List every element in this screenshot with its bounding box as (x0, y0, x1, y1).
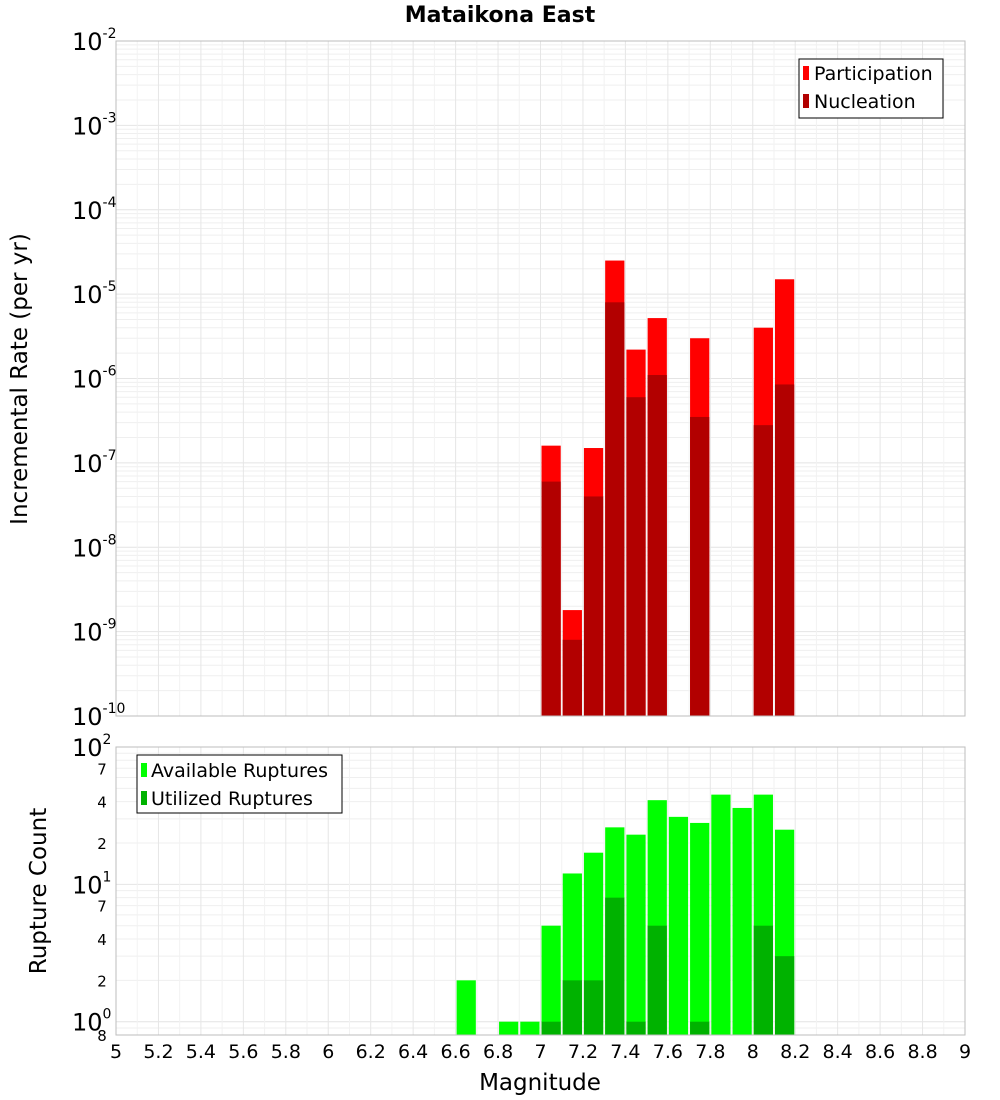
rate-y-tick-label: 10-4 (72, 195, 117, 225)
x-tick-label: 5 (110, 1041, 122, 1063)
x-tick-label: 8 (747, 1041, 759, 1063)
x-tick-label: 7 (534, 1041, 546, 1063)
count-bar-utilized-ruptures (647, 925, 667, 1035)
x-axis-label: Magnitude (479, 1070, 601, 1096)
count-bar-available-ruptures (626, 834, 646, 1035)
rate-y-tick-label: 10-6 (72, 364, 117, 394)
rate-bar-nucleation (562, 639, 582, 716)
count-bar-available-ruptures (732, 807, 752, 1035)
count-legend-swatch (141, 791, 147, 805)
count-bar-available-ruptures (499, 1021, 519, 1035)
rate-y-tick-label: 10-10 (72, 701, 125, 731)
x-tick-label: 7.4 (610, 1041, 640, 1063)
rate-bar-nucleation (541, 481, 561, 716)
chart-title: Mataikona East (405, 3, 596, 28)
rate-bar-nucleation (583, 496, 604, 716)
count-y-minor-tick-label: 7 (97, 898, 107, 916)
x-tick-label: 5.6 (228, 1041, 258, 1063)
count-legend-label: Available Ruptures (151, 760, 328, 782)
rate-legend-label: Participation (814, 63, 933, 85)
x-tick-label: 5.2 (143, 1041, 173, 1063)
rate-y-tick-label: 10-8 (72, 532, 117, 562)
rate-bar-nucleation (690, 416, 710, 716)
count-bar-available-ruptures (690, 822, 710, 1035)
rate-plot: 10-2 10-3 10-4 10-5 10-6 10-7 10-8 10-9 10-10 Par… (72, 26, 966, 731)
count-bar-utilized-ruptures (541, 1021, 561, 1035)
count-legend-label: Utilized Ruptures (151, 788, 313, 810)
count-y-minor-tick-label: 4 (97, 931, 107, 949)
rate-y-tick-label: 10-2 (72, 26, 117, 56)
rate-y-tick-label: 10-3 (72, 110, 117, 140)
count-bar-utilized-ruptures (626, 1021, 646, 1035)
rate-y-tick-label: 10-9 (72, 617, 117, 647)
rate-bar-nucleation (774, 384, 795, 716)
rate-bar-nucleation (647, 375, 667, 716)
rate-legend-swatch (803, 94, 809, 108)
count-bar-available-ruptures (520, 1021, 540, 1035)
x-tick-label: 7.8 (695, 1041, 725, 1063)
count-bar-available-ruptures (711, 794, 731, 1035)
x-tick-label: 6.8 (483, 1041, 513, 1063)
count-y-minor-tick-label: 2 (97, 835, 107, 853)
rate-y-tick-label: 10-7 (72, 448, 117, 478)
count-y-tick-label: 101 (72, 869, 111, 899)
count-y-tick-label: 102 (72, 732, 111, 762)
count-y-minor-tick-label: 7 (97, 760, 107, 778)
count-y-minor-tick-label: 4 (97, 794, 107, 812)
x-tick-label: 8.6 (865, 1041, 895, 1063)
count-bar-available-ruptures (541, 925, 561, 1035)
x-tick-label: 7.2 (568, 1041, 598, 1063)
count-bar-utilized-ruptures (605, 897, 625, 1035)
rate-plot-frame (115, 40, 966, 717)
x-tick-label: 6.2 (356, 1041, 386, 1063)
bottom-y-axis-label: Rupture Count (26, 808, 52, 974)
count-legend-swatch (141, 763, 147, 777)
count-y-minor-tick-label: 8 (97, 1027, 107, 1045)
rate-legend: Participation Nucleation (798, 58, 944, 119)
count-bar-utilized-ruptures (753, 925, 773, 1035)
count-y-minor-tick-label: 2 (97, 972, 107, 990)
x-tick-label: 6 (322, 1041, 334, 1063)
top-y-axis-label: Incremental Rate (per yr) (7, 233, 33, 525)
count-legend-box (136, 754, 343, 814)
rate-legend-swatch (803, 66, 809, 80)
x-tick-label: 8.4 (823, 1041, 853, 1063)
count-plot-frame (115, 746, 966, 1036)
x-tick-label: 7.6 (653, 1041, 683, 1063)
rate-y-tick-label: 10-5 (72, 279, 117, 309)
rate-bar-nucleation (605, 302, 625, 716)
rate-legend-label: Nucleation (814, 91, 916, 113)
count-y-tick-label: 100 (72, 1007, 111, 1037)
count-bar-utilized-ruptures (583, 980, 604, 1035)
x-tick-label: 8.8 (907, 1041, 937, 1063)
x-tick-label: 6.6 (440, 1041, 470, 1063)
count-bar-utilized-ruptures (690, 1021, 710, 1035)
rate-bar-nucleation (626, 397, 646, 716)
rate-bar-nucleation (753, 425, 773, 716)
count-bar-utilized-ruptures (562, 980, 582, 1035)
x-tick-label: 6.4 (398, 1041, 428, 1063)
x-tick-label: 5.4 (186, 1041, 216, 1063)
x-tick-label: 8.2 (780, 1041, 810, 1063)
count-bar-utilized-ruptures (774, 956, 795, 1035)
count-legend: Available Ruptures Utilized Ruptures (136, 754, 343, 814)
x-tick-label: 5.8 (271, 1041, 301, 1063)
x-tick-label: 9 (959, 1041, 971, 1063)
count-bar-available-ruptures (456, 980, 476, 1035)
rate-legend-box (798, 58, 944, 119)
count-bar-available-ruptures (668, 816, 689, 1035)
